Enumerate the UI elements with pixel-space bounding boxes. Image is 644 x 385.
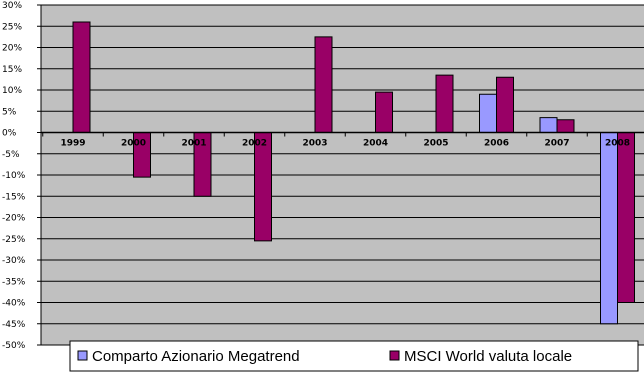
- x-tick-label: 2004: [363, 139, 388, 149]
- bar-comparto-2008: [600, 132, 618, 325]
- bar-msci-2005: [435, 74, 454, 133]
- legend-label-comparto: Comparto Azionario Megatrend: [92, 348, 300, 365]
- bars: [72, 21, 635, 325]
- bar-msci-2008: [617, 132, 635, 303]
- y-tick-label: -35%: [2, 277, 26, 287]
- y-tick-label: 25%: [2, 22, 22, 32]
- y-tick-label: -25%: [2, 235, 26, 245]
- bar-msci-2006: [496, 76, 514, 133]
- y-tick-label: 10%: [2, 86, 22, 96]
- x-tick-label: 2002: [242, 139, 267, 149]
- bar-msci-2007: [556, 119, 575, 133]
- y-tick-labels: 30% 25% 20% 15% 10% 5% 0% -5% -10% -15% -20% -25% -3…: [2, 1, 26, 351]
- bar-msci-2002: [254, 132, 272, 242]
- x-tick-label: 2006: [484, 139, 509, 149]
- y-tick-label: -10%: [2, 171, 26, 181]
- y-tick-label: -20%: [2, 214, 26, 224]
- legend-box: [69, 340, 639, 372]
- y-tick-label: 30%: [2, 1, 22, 11]
- legend-swatch-comparto: [77, 350, 88, 361]
- x-tick-label: 2003: [302, 139, 327, 149]
- bar-comparto-2006: [479, 93, 497, 133]
- x-tick-labels: 1999 2000 2001 2002 2003 2004 2005 2006 2007 2008: [42, 132, 630, 149]
- legend-swatch-msci: [389, 350, 400, 361]
- legend: Comparto Azionario Megatrend MSCI World …: [69, 340, 639, 372]
- y-tick-label: -15%: [2, 192, 26, 202]
- x-tick-label: 2000: [121, 139, 146, 149]
- y-tick-label: 20%: [2, 44, 22, 54]
- x-tick-label: 2007: [544, 139, 569, 149]
- legend-label-msci: MSCI World valuta locale: [404, 348, 572, 365]
- bar-msci-1999: [72, 21, 91, 133]
- y-tick-label: 5%: [2, 107, 17, 117]
- y-tick-label: 15%: [2, 65, 22, 75]
- bar-msci-2003: [314, 36, 333, 133]
- y-tick-label: -45%: [2, 320, 26, 330]
- x-tick-label: 2008: [605, 139, 630, 149]
- y-tick-label: -40%: [2, 299, 26, 309]
- x-tick-label: 2001: [181, 139, 206, 149]
- y-tick-label: 0%: [2, 129, 17, 139]
- x-tick-label: 2005: [423, 139, 448, 149]
- bar-msci-2004: [375, 91, 393, 133]
- y-tick-label: -50%: [2, 341, 26, 351]
- y-tick-label: -5%: [2, 150, 20, 160]
- x-tick-label: 1999: [60, 139, 85, 149]
- bar-comparto-2007: [539, 117, 558, 133]
- y-tick-label: -30%: [2, 256, 26, 266]
